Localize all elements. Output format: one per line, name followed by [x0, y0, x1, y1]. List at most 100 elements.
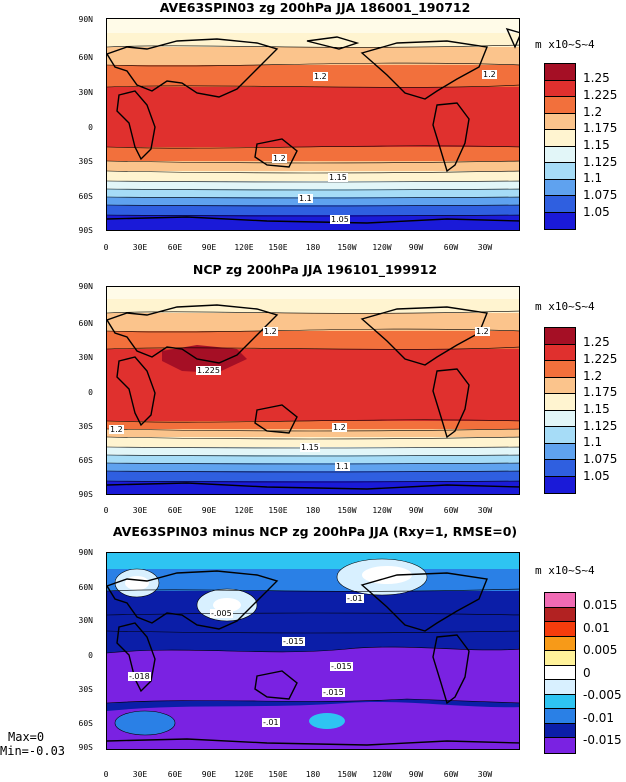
lat-tick: 0: [88, 388, 93, 397]
min-stat: Min=-0.03: [0, 744, 66, 758]
lon-tick: 150E: [268, 243, 288, 252]
legend-label: 0.01: [583, 621, 610, 635]
lon-tick: 60W: [443, 243, 459, 252]
legend-swatch: [545, 113, 575, 130]
lat-tick: 0: [88, 651, 93, 660]
legend-label: 1.075: [583, 188, 618, 202]
map-area: [106, 552, 520, 750]
lon-tick: 90W: [408, 770, 424, 779]
legend-label: 1.05: [583, 205, 610, 219]
lon-tick: 0: [103, 243, 109, 252]
lon-tick: 90W: [408, 243, 424, 252]
lon-tick: 180: [305, 770, 321, 779]
legend-swatch: [545, 328, 575, 345]
lon-tick: 30W: [477, 506, 493, 515]
legend-label: 1.225: [583, 352, 618, 366]
panel-1: AVE63SPIN03 zg 200hPa JJA 186001_190712: [0, 0, 626, 260]
contour-label: 1.2: [475, 327, 490, 336]
legend-swatch: [545, 179, 575, 196]
panel-2: NCP zg 200hPa JJA 196101_199912: [0, 262, 626, 522]
legend-swatch: [545, 130, 575, 147]
lon-tick: 60W: [443, 506, 459, 515]
lat-tick: 30N: [78, 616, 93, 625]
legend-swatch: [545, 607, 575, 623]
contour-label: 1.2: [313, 72, 328, 81]
contour-label: 1.1: [335, 462, 350, 471]
legend-label: 1.175: [583, 385, 618, 399]
map-area: [106, 18, 520, 231]
legend-swatch: [545, 146, 575, 163]
lon-tick: 60E: [167, 506, 183, 515]
color-legend: [544, 327, 576, 494]
lat-tick: 90S: [78, 490, 93, 499]
legend-swatch: [545, 394, 575, 411]
lat-tick: 30N: [78, 88, 93, 97]
contour-label: 1.2: [482, 70, 497, 79]
map-area: [106, 286, 520, 495]
contour-label: 1.05: [330, 215, 350, 224]
legend-swatch: [545, 593, 575, 608]
lon-tick: 30E: [132, 506, 148, 515]
legend-swatch: [545, 443, 575, 460]
lon-tick: 0: [103, 506, 109, 515]
lon-tick: 150W: [337, 770, 357, 779]
legend-swatch: [545, 344, 575, 361]
lon-tick: 30E: [132, 243, 148, 252]
panel-title: AVE63SPIN03 zg 200hPa JJA 186001_190712: [159, 0, 471, 15]
lon-tick: 0: [103, 770, 109, 779]
legend-swatch: [545, 212, 575, 229]
lon-tick: 120W: [372, 243, 392, 252]
legend-swatch: [545, 694, 575, 710]
lon-tick: 30E: [132, 770, 148, 779]
panel-3: AVE63SPIN03 minus NCP zg 200hPa JJA (Rxy…: [0, 524, 626, 782]
lat-tick: 30N: [78, 353, 93, 362]
unit-label: m x10~S~4: [535, 300, 595, 313]
contour-label: -.005: [210, 609, 233, 618]
unit-label: m x10~S~4: [535, 564, 595, 577]
lat-tick: 90N: [78, 548, 93, 557]
legend-label: 1.1: [583, 171, 603, 185]
legend-swatch: [545, 163, 575, 180]
legend-swatch: [545, 680, 575, 695]
lat-tick: 30S: [78, 157, 93, 166]
legend-label: 1.2: [583, 105, 603, 119]
legend-swatch: [545, 738, 575, 753]
contour-label: 1.2: [109, 425, 124, 434]
lon-tick: 90W: [408, 506, 424, 515]
contour-label: -.015: [282, 637, 305, 646]
legend-label: 1.125: [583, 419, 618, 433]
map-plot: [107, 287, 519, 494]
legend-label: 1.175: [583, 121, 618, 135]
contour-label: 1.2: [272, 154, 287, 163]
panel-title: AVE63SPIN03 minus NCP zg 200hPa JJA (Rxy…: [112, 524, 518, 539]
legend-label: 1.1: [583, 435, 603, 449]
legend-swatch: [545, 622, 575, 637]
legend-swatch: [545, 460, 575, 477]
lon-tick: 30W: [477, 243, 493, 252]
lat-tick: 60S: [78, 192, 93, 201]
legend-swatch: [545, 476, 575, 493]
legend-label: -0.015: [583, 733, 622, 747]
lon-tick: 90E: [201, 243, 217, 252]
contour-label: 1.2: [263, 327, 278, 336]
lat-tick: 60S: [78, 456, 93, 465]
legend-label: 0: [583, 666, 591, 680]
legend-swatch: [545, 709, 575, 724]
map-plot: [107, 553, 519, 749]
legend-label: 1.125: [583, 155, 618, 169]
legend-label: 1.15: [583, 402, 610, 416]
lon-tick: 90E: [201, 506, 217, 515]
lon-tick: 120E: [234, 243, 254, 252]
lon-tick: 180: [305, 243, 321, 252]
contour-label: 1.15: [328, 173, 348, 182]
contour-label: 1.1: [298, 194, 313, 203]
lon-tick: 150E: [268, 770, 288, 779]
contour-label: 1.15: [300, 443, 320, 452]
legend-swatch: [545, 427, 575, 444]
lat-tick: 90S: [78, 226, 93, 235]
lon-tick: 120E: [234, 506, 254, 515]
lon-tick: 60W: [443, 770, 459, 779]
lon-tick: 150E: [268, 506, 288, 515]
legend-label: 1.25: [583, 335, 610, 349]
legend-label: -0.01: [583, 711, 615, 725]
